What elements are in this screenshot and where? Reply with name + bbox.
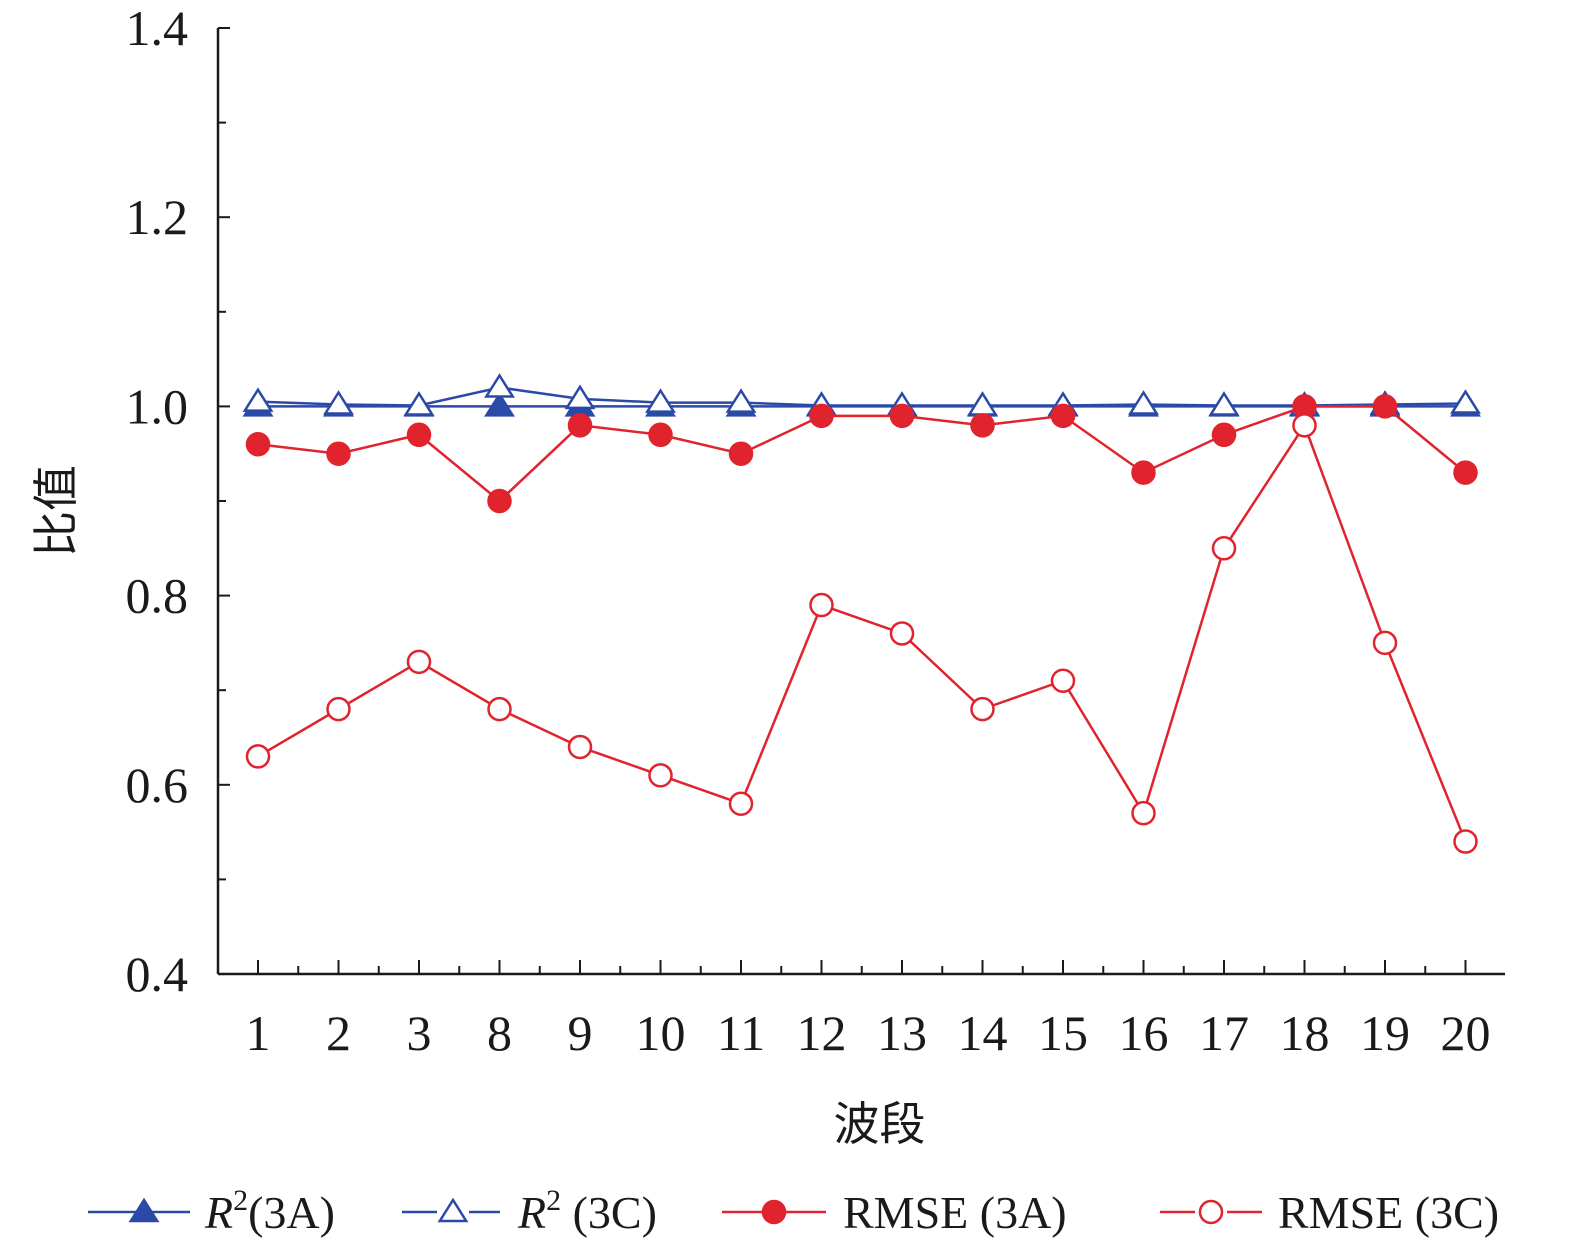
x-tick-label: 15 bbox=[1038, 1005, 1088, 1061]
series-line-r2-3c bbox=[257, 386, 1466, 407]
data-point-rmse-3a bbox=[326, 441, 351, 466]
data-point-rmse-3a bbox=[1050, 403, 1076, 429]
legend-label: RMSE (3A) bbox=[843, 1187, 1067, 1238]
x-tick-label: 13 bbox=[877, 1005, 927, 1061]
x-tick-label: 20 bbox=[1441, 1005, 1491, 1061]
y-tick-label: 0.6 bbox=[126, 757, 189, 813]
data-point-rmse-3c bbox=[1211, 536, 1237, 561]
series-line-rmse-3c bbox=[257, 422, 1467, 843]
legend: R2(3A) R2 (3C) RMSE (3A) RMSE (3C) bbox=[88, 1184, 1499, 1238]
x-tick-label: 10 bbox=[636, 1005, 686, 1061]
x-tick-label: 16 bbox=[1119, 1005, 1169, 1061]
data-point-rmse-3a bbox=[970, 413, 995, 438]
data-point-rmse-3a bbox=[487, 488, 512, 514]
data-point-rmse-3c bbox=[245, 744, 271, 769]
data-point-rmse-3a bbox=[567, 413, 593, 438]
y-tick-label: 1.4 bbox=[126, 0, 189, 56]
x-tick-label: 2 bbox=[326, 1005, 351, 1061]
legend-item-rmse-3a: RMSE (3A) bbox=[722, 1187, 1067, 1238]
data-point-rmse-3c bbox=[326, 696, 351, 722]
x-tick-label: 19 bbox=[1360, 1005, 1410, 1061]
data-point-rmse-3c bbox=[1453, 829, 1478, 854]
legend-marker bbox=[437, 1197, 469, 1223]
y-ticks: 0.4 0.6 0.8 1.0 1.2 1.4 bbox=[126, 0, 230, 1002]
data-point-r2-3a bbox=[484, 392, 515, 417]
data-point-rmse-3c bbox=[809, 592, 834, 618]
series-layer bbox=[242, 373, 1481, 854]
data-point-rmse-3c bbox=[1372, 630, 1398, 656]
x-tick-label: 9 bbox=[568, 1005, 593, 1061]
data-point-r2-3c bbox=[484, 373, 515, 398]
data-point-rmse-3a bbox=[728, 441, 754, 466]
legend-label: RMSE (3C) bbox=[1278, 1187, 1499, 1238]
x-tick-label: 11 bbox=[717, 1005, 765, 1061]
legend-marker bbox=[761, 1199, 787, 1225]
y-axis-title: 比值 bbox=[29, 465, 83, 557]
data-point-rmse-3c bbox=[1292, 413, 1317, 438]
data-point-rmse-3a bbox=[1211, 422, 1237, 448]
data-point-rmse-3c bbox=[1050, 668, 1076, 693]
data-point-rmse-3c bbox=[889, 621, 915, 646]
y-tick-label: 1.0 bbox=[126, 378, 189, 434]
x-tick-label: 8 bbox=[487, 1005, 512, 1061]
data-point-r2-3c bbox=[725, 388, 757, 413]
data-point-rmse-3a bbox=[809, 403, 834, 429]
data-point-rmse-3c bbox=[1131, 800, 1156, 826]
data-point-rmse-3a bbox=[1131, 460, 1156, 485]
data-point-r2-3c bbox=[967, 391, 998, 416]
x-tick-label: 17 bbox=[1199, 1005, 1249, 1061]
series-rmse-3a bbox=[245, 394, 1478, 514]
legend-label: R2(3A) bbox=[204, 1184, 335, 1238]
data-point-rmse-3c bbox=[970, 696, 995, 722]
x-axis-title: 波段 bbox=[834, 1097, 926, 1151]
y-tick-label: 0.8 bbox=[126, 568, 189, 624]
data-point-rmse-3c bbox=[728, 791, 754, 816]
data-point-rmse-3a bbox=[1372, 394, 1398, 419]
data-point-rmse-3a bbox=[648, 422, 673, 448]
data-point-r2-3c bbox=[1450, 389, 1481, 414]
data-point-rmse-3c bbox=[487, 696, 512, 722]
legend-marker bbox=[1198, 1199, 1224, 1225]
y-tick-label: 1.2 bbox=[126, 189, 189, 245]
data-point-rmse-3c bbox=[567, 734, 593, 760]
data-point-rmse-3c bbox=[648, 763, 673, 788]
data-point-rmse-3a bbox=[1453, 460, 1478, 485]
data-point-rmse-3c bbox=[406, 649, 432, 675]
x-tick-label: 18 bbox=[1280, 1005, 1330, 1061]
data-point-r2-3c bbox=[1208, 391, 1240, 416]
y-tick-label: 0.4 bbox=[126, 946, 189, 1002]
series-line-rmse-3a bbox=[257, 405, 1467, 503]
data-point-r2-3c bbox=[645, 388, 676, 413]
series-rmse-3c bbox=[245, 413, 1478, 854]
legend-item-rmse-3c: RMSE (3C) bbox=[1160, 1187, 1499, 1238]
data-point-r2-3c bbox=[242, 387, 274, 412]
legend-marker bbox=[128, 1197, 160, 1223]
axes bbox=[216, 28, 1505, 976]
data-point-rmse-3a bbox=[406, 422, 432, 448]
legend-item-r2-3c: R2 (3C) bbox=[402, 1184, 657, 1238]
x-tick-label: 1 bbox=[246, 1005, 271, 1061]
x-tick-label: 3 bbox=[407, 1005, 432, 1061]
data-point-r2-3c bbox=[403, 391, 435, 416]
x-tick-label: 12 bbox=[797, 1005, 847, 1061]
data-point-rmse-3a bbox=[889, 403, 915, 429]
x-tick-label: 14 bbox=[958, 1005, 1008, 1061]
data-point-r2-3c bbox=[323, 390, 354, 415]
legend-item-r2-3a: R2(3A) bbox=[88, 1184, 335, 1238]
data-point-rmse-3a bbox=[245, 431, 271, 457]
x-ticks: 1 2 3 8 9 10 11 12 13 14 15 16 17 18 19 20 bbox=[246, 960, 1491, 1061]
legend-label: R2 (3C) bbox=[517, 1184, 657, 1238]
data-point-r2-3c bbox=[1128, 390, 1159, 415]
data-point-r2-3c bbox=[564, 384, 596, 410]
